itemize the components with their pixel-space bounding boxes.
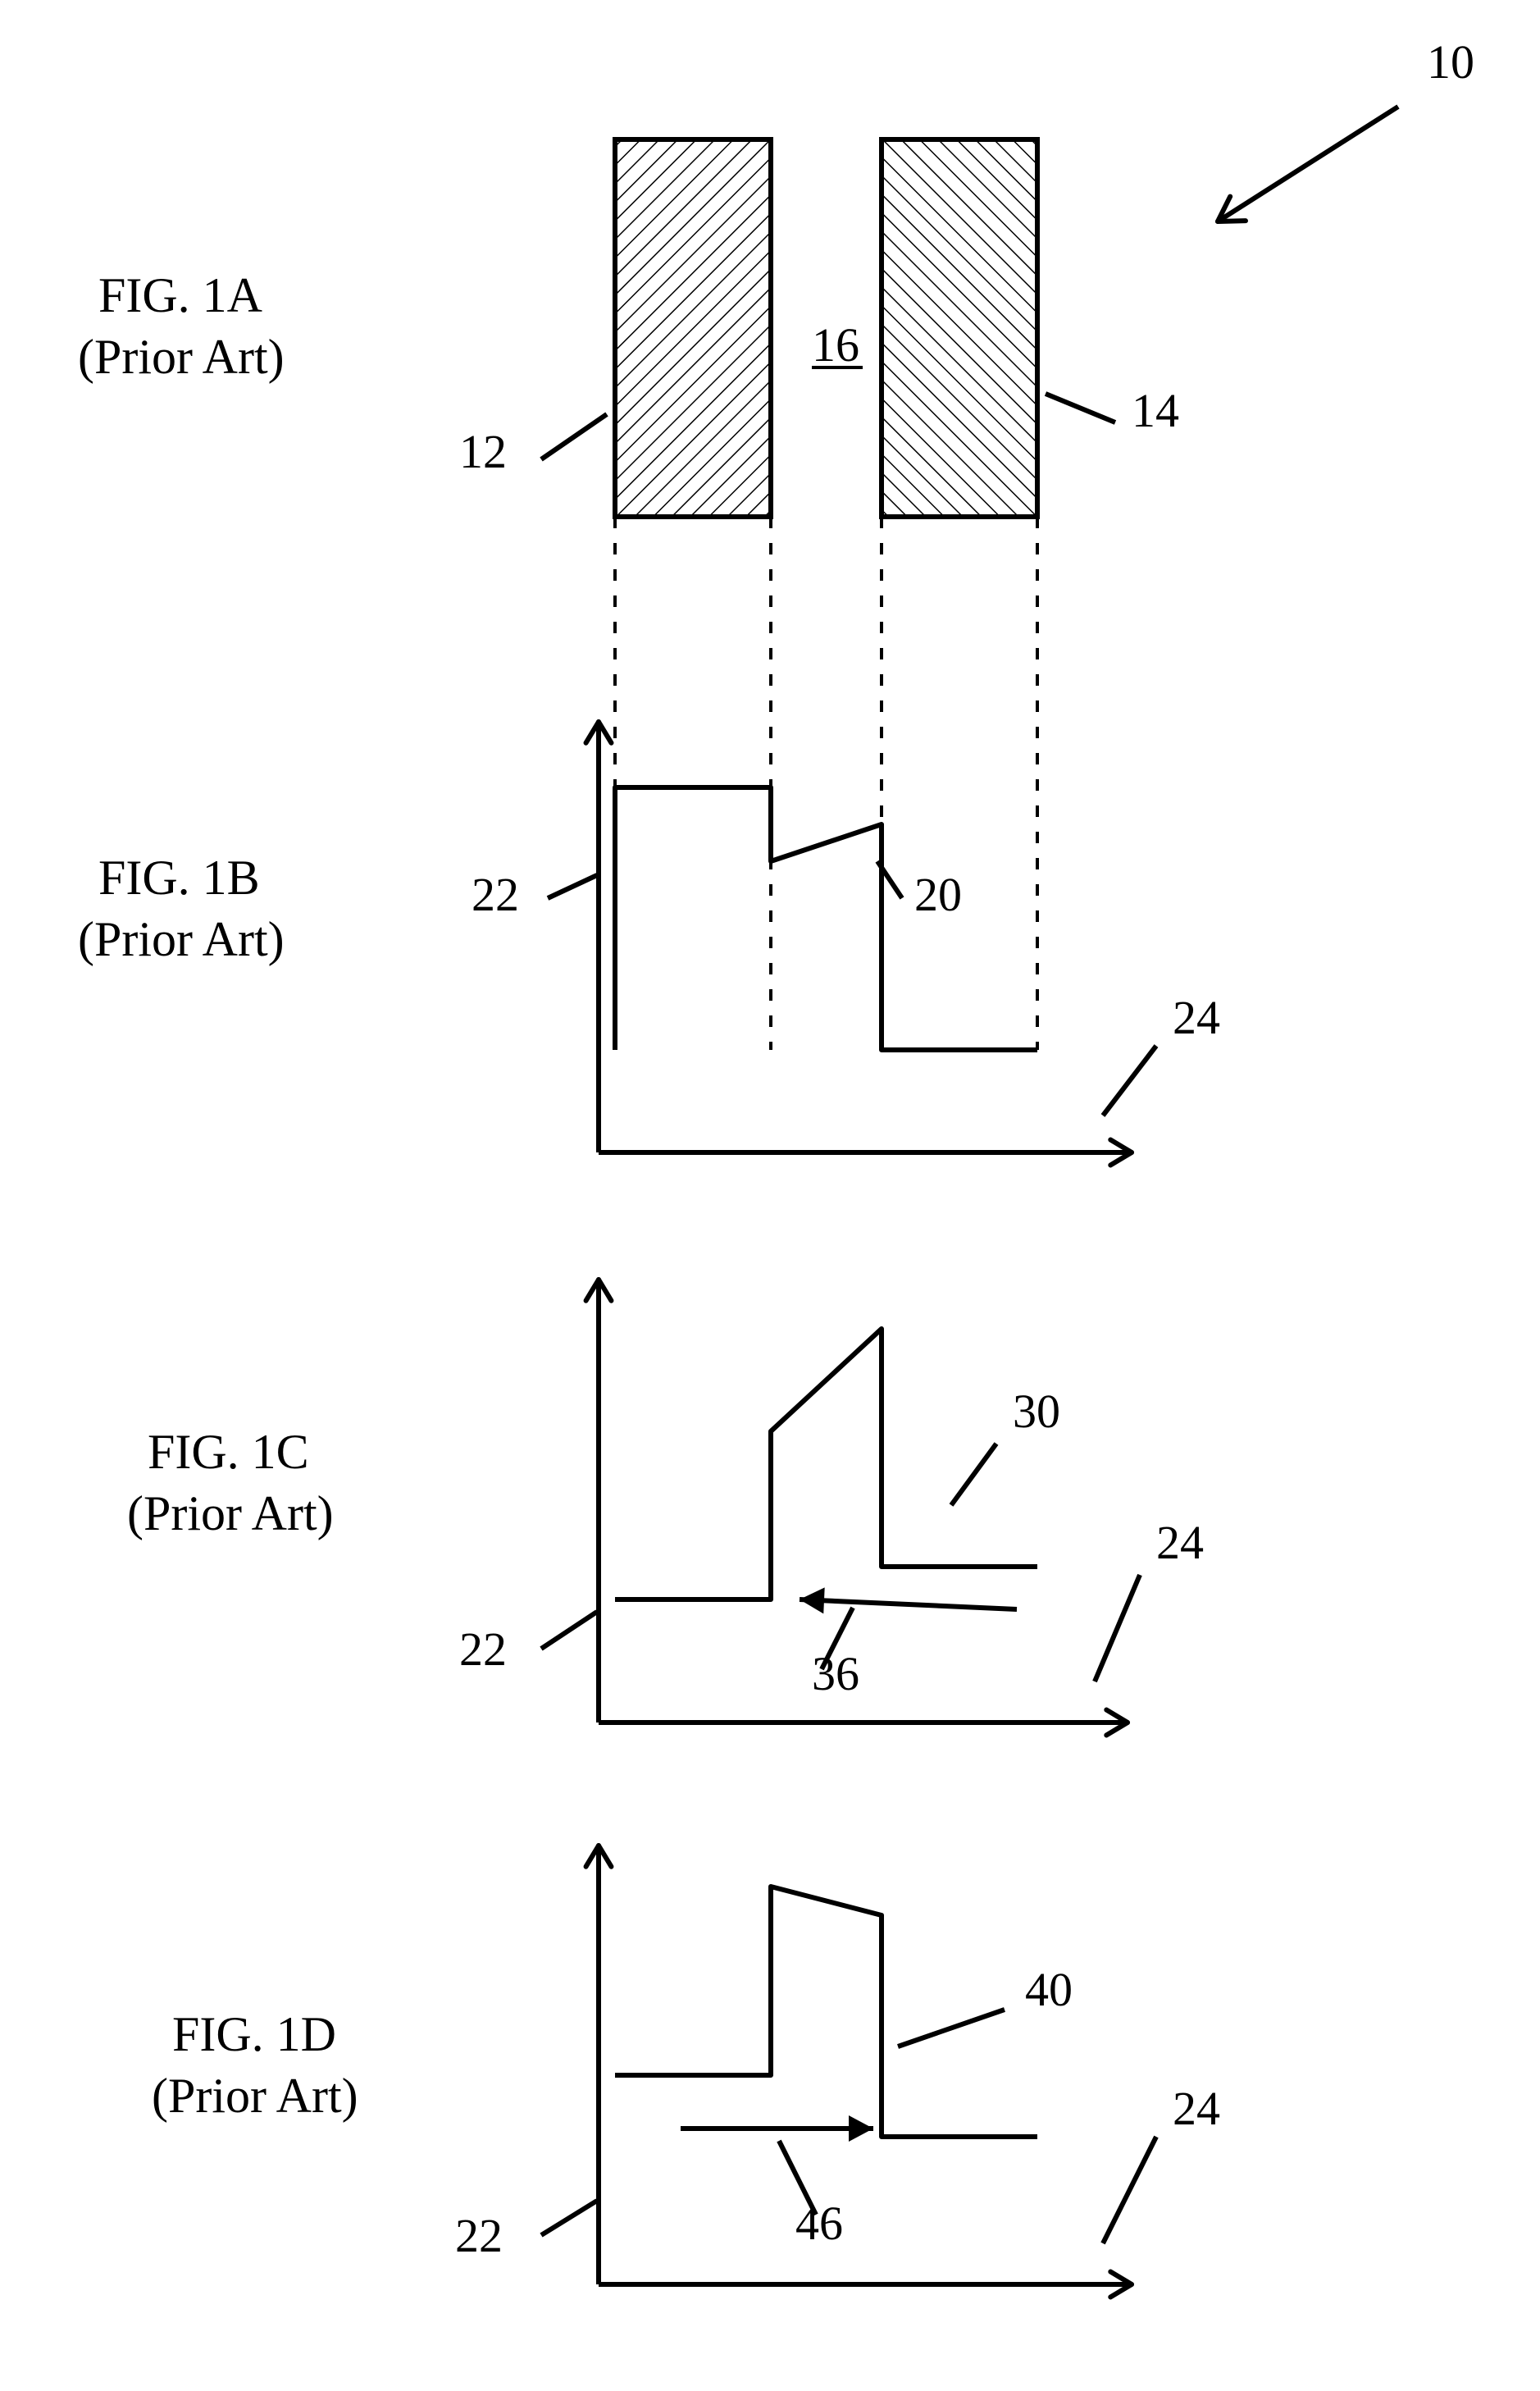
ref-22: 22 — [455, 2209, 503, 2262]
fig-1d — [541, 1846, 1156, 2297]
bar-12 — [615, 139, 771, 517]
fig1d-title: FIG. 1D — [172, 2007, 336, 2061]
fig-1a — [541, 107, 1398, 517]
ref-24: 24 — [1173, 2082, 1220, 2135]
bar-14 — [882, 139, 1037, 517]
fig1a-subtitle: (Prior Art) — [78, 330, 285, 384]
ref-36: 36 — [812, 1647, 859, 1700]
fig1d-subtitle: (Prior Art) — [152, 2069, 358, 2123]
fig1b-title: FIG. 1B — [98, 851, 260, 905]
ref-22: 22 — [472, 868, 519, 921]
ref-30: 30 — [1013, 1385, 1060, 1438]
ref-40: 40 — [1025, 1963, 1073, 2016]
diagram-svg: FIG. 1A (Prior Art) FIG. 1B (Prior Art) FIG.… — [0, 0, 1540, 2391]
fig1c-title: FIG. 1C — [148, 1425, 309, 1479]
fig1c-subtitle: (Prior Art) — [127, 1486, 334, 1540]
fig-1b — [548, 517, 1156, 1165]
ref-24: 24 — [1156, 1516, 1204, 1569]
ref-24: 24 — [1173, 991, 1220, 1044]
ref-22: 22 — [459, 1622, 507, 1676]
ref-14: 14 — [1132, 384, 1179, 437]
ref-20: 20 — [914, 868, 962, 921]
ref-10: 10 — [1427, 35, 1474, 89]
fig1b-subtitle: (Prior Art) — [78, 912, 285, 966]
ref-16: 16 — [812, 318, 859, 372]
ref-12: 12 — [459, 425, 507, 478]
fig1a-title: FIG. 1A — [98, 268, 262, 322]
ref-46: 46 — [795, 2197, 843, 2250]
